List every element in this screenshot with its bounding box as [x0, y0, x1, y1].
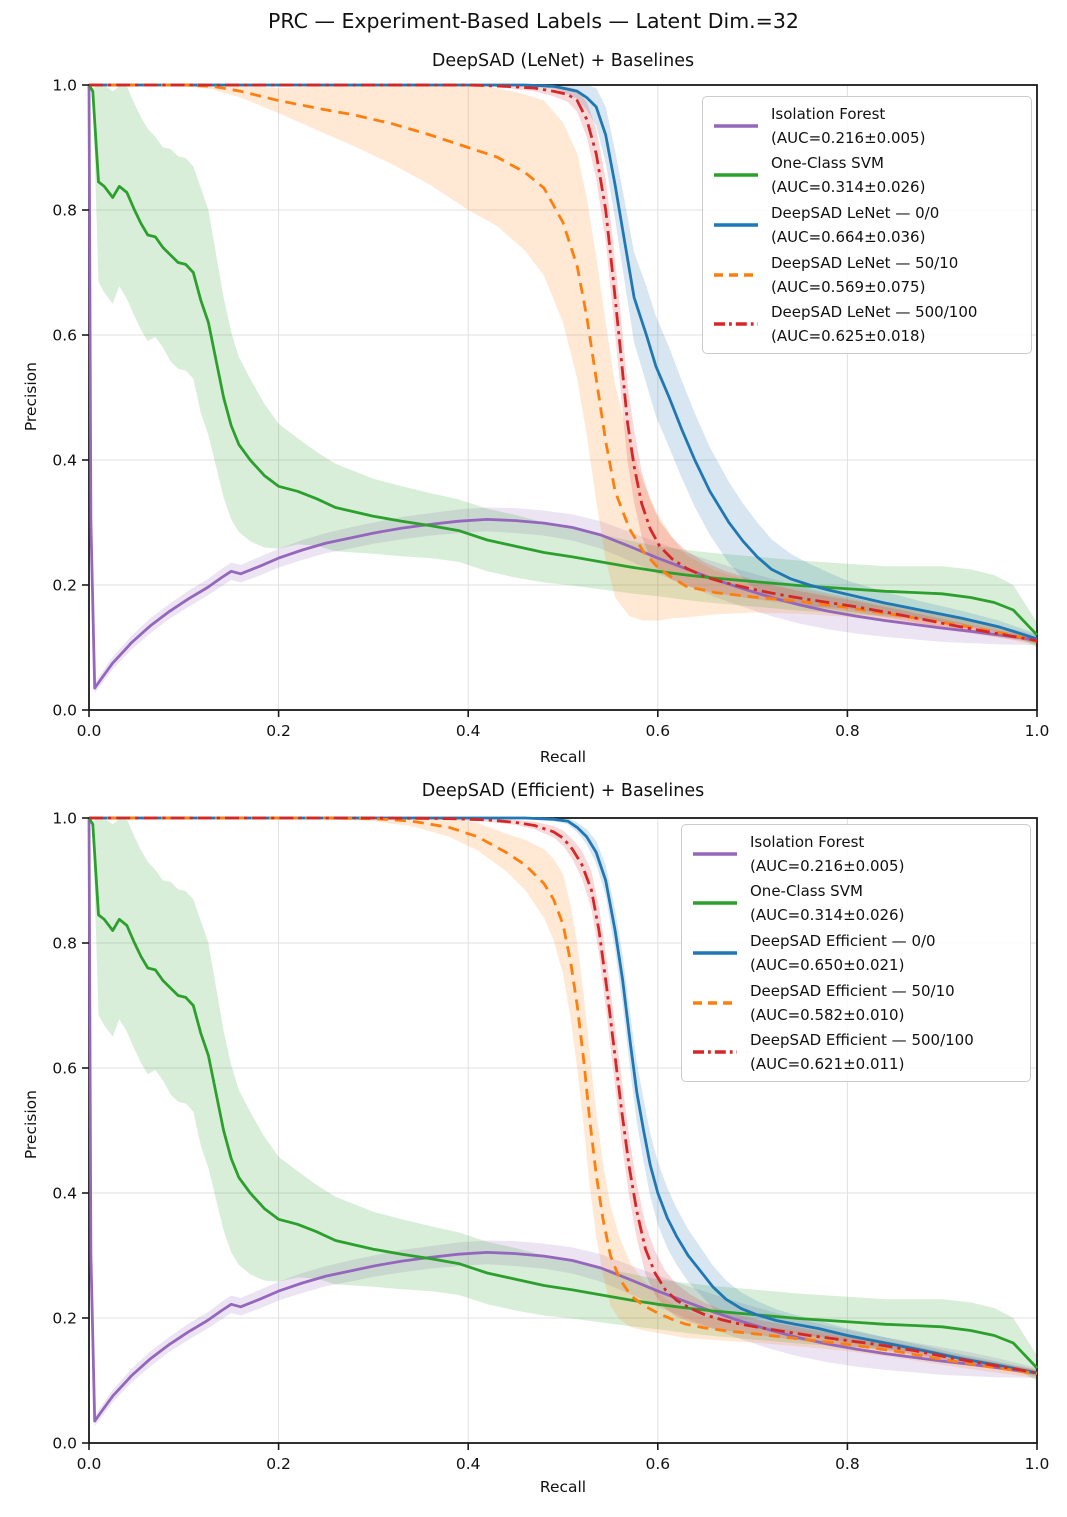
legend-item: DeepSAD Efficient — 500/100 (AUC=0.621±0.… [686, 1027, 1022, 1077]
confidence-band [89, 818, 1037, 1381]
legend-series-name: Isolation Forest [750, 832, 865, 851]
x-axis-label-efficient: Recall [539, 1478, 587, 1496]
legend-series-name: DeepSAD LeNet — 50/10 [771, 253, 959, 272]
x-tick-label: 0.8 [835, 722, 860, 740]
legend-line-sample [714, 272, 758, 277]
y-tick-label: 0.2 [52, 1310, 77, 1328]
legend-line-sample [693, 951, 737, 955]
y-tick-label: 0.2 [52, 577, 77, 595]
legend-item: DeepSAD Efficient — 50/10 (AUC=0.582±0.01… [686, 978, 1022, 1028]
legend-series-name: Isolation Forest [771, 104, 886, 123]
y-tick-label: 0.0 [52, 1435, 77, 1453]
x-axis-label-lenet: Recall [539, 748, 587, 766]
legend-lenet: Isolation Forest (AUC=0.216±0.005) One-Cla… [702, 96, 1032, 354]
x-tick-label: 1.0 [1025, 1455, 1050, 1473]
legend-series-name: One-Class SVM [750, 882, 863, 901]
legend-series-name: DeepSAD Efficient — 50/10 [750, 981, 955, 1000]
legend-series-name: DeepSAD LeNet — 500/100 [771, 303, 978, 322]
confidence-band [89, 818, 1037, 1427]
legend-item: DeepSAD LeNet — 0/0 (AUC=0.664±0.036) [707, 200, 1023, 250]
confidence-band [89, 85, 1037, 694]
curve [87, 817, 1038, 1423]
x-tick-label: 0.2 [266, 722, 291, 740]
legend-series-auc: (AUC=0.216±0.005) [750, 856, 905, 875]
x-tick-label: 0.4 [456, 1455, 481, 1473]
curve [87, 84, 1038, 690]
subplot-title-efficient: DeepSAD (Efficient) + Baselines [421, 781, 705, 801]
legend-item: DeepSAD LeNet — 500/100 (AUC=0.625±0.018) [707, 299, 1023, 349]
legend-item: DeepSAD LeNet — 50/10 (AUC=0.569±0.075) [707, 250, 1023, 300]
x-tick-label: 0.0 [77, 722, 102, 740]
legend-series-auc: (AUC=0.216±0.005) [771, 128, 926, 147]
prc-plot-lenet: 0.0 0.2 0.4 0.6 0.8 1.0 0.0 0.2 0.4 0.6 0.8 1.0 [52, 77, 1050, 741]
y-axis-label-efficient: Precision [22, 1090, 40, 1160]
legend-item: One-Class SVM (AUC=0.314±0.026) [686, 879, 1022, 929]
legend-series-name: DeepSAD LeNet — 0/0 [771, 203, 940, 222]
legend-efficient: Isolation Forest (AUC=0.216±0.005) One-Cla… [681, 824, 1031, 1082]
confidence-band [89, 85, 1037, 648]
curve [87, 84, 1039, 636]
legend-series-auc: (AUC=0.569±0.075) [771, 277, 926, 296]
x-tick-label: 0.6 [645, 722, 670, 740]
y-tick-label: 1.0 [52, 810, 77, 828]
legend-series-auc: (AUC=0.664±0.036) [771, 227, 926, 246]
x-tick-label: 0.2 [266, 1455, 291, 1473]
y-axis-label-lenet: Precision [22, 362, 40, 432]
curve [89, 83, 1038, 642]
y-tick-label: 0.0 [52, 702, 77, 720]
x-tick-label: 0.8 [835, 1455, 860, 1473]
y-tick-label: 1.0 [52, 77, 77, 95]
legend-item: DeepSAD Efficient — 0/0 (AUC=0.650±0.021) [686, 928, 1022, 978]
y-tick-label: 0.6 [52, 327, 77, 345]
y-tick-label: 0.6 [52, 1060, 77, 1078]
legend-line-sample [693, 1000, 737, 1005]
y-tick-label: 0.8 [52, 935, 77, 953]
x-tick-label: 0.6 [645, 1455, 670, 1473]
legend-series-name: One-Class SVM [771, 154, 884, 173]
legend-series-auc: (AUC=0.621±0.011) [750, 1055, 905, 1074]
curve [89, 83, 1038, 643]
x-tick-label: 0.0 [77, 1455, 102, 1473]
legend-line-sample [693, 852, 737, 856]
figure-title: PRC — Experiment-Based Labels — Latent D… [268, 9, 799, 33]
y-tick-label: 0.4 [52, 1185, 77, 1203]
y-tick-label: 0.8 [52, 202, 77, 220]
curve [87, 817, 1039, 1369]
legend-line-sample [693, 1050, 737, 1054]
legend-series-auc: (AUC=0.650±0.021) [750, 955, 905, 974]
legend-line-sample [714, 322, 758, 326]
legend-series-name: DeepSAD Efficient — 0/0 [750, 931, 936, 950]
legend-line-sample [714, 223, 758, 227]
curve [89, 816, 1038, 1375]
curve [89, 816, 1038, 1375]
legend-series-auc: (AUC=0.314±0.026) [771, 178, 926, 197]
legend-line-sample [714, 173, 758, 178]
curve [89, 816, 1038, 1375]
legend-series-auc: (AUC=0.625±0.018) [771, 327, 926, 346]
subplot-title-lenet: DeepSAD (LeNet) + Baselines [431, 51, 695, 71]
y-tick-label: 0.4 [52, 452, 77, 470]
x-tick-label: 1.0 [1025, 722, 1050, 740]
legend-series-auc: (AUC=0.314±0.026) [750, 906, 905, 925]
legend-line-sample [714, 124, 758, 128]
legend-item: One-Class SVM (AUC=0.314±0.026) [707, 151, 1023, 201]
legend-series-auc: (AUC=0.582±0.010) [750, 1005, 905, 1024]
curve [89, 83, 1038, 641]
legend-line-sample [693, 901, 737, 906]
confidence-band [89, 85, 1037, 645]
x-tick-label: 0.4 [456, 722, 481, 740]
legend-item: Isolation Forest (AUC=0.216±0.005) [686, 829, 1022, 879]
legend-series-name: DeepSAD Efficient — 500/100 [750, 1031, 974, 1050]
legend-item: Isolation Forest (AUC=0.216±0.005) [707, 101, 1023, 151]
